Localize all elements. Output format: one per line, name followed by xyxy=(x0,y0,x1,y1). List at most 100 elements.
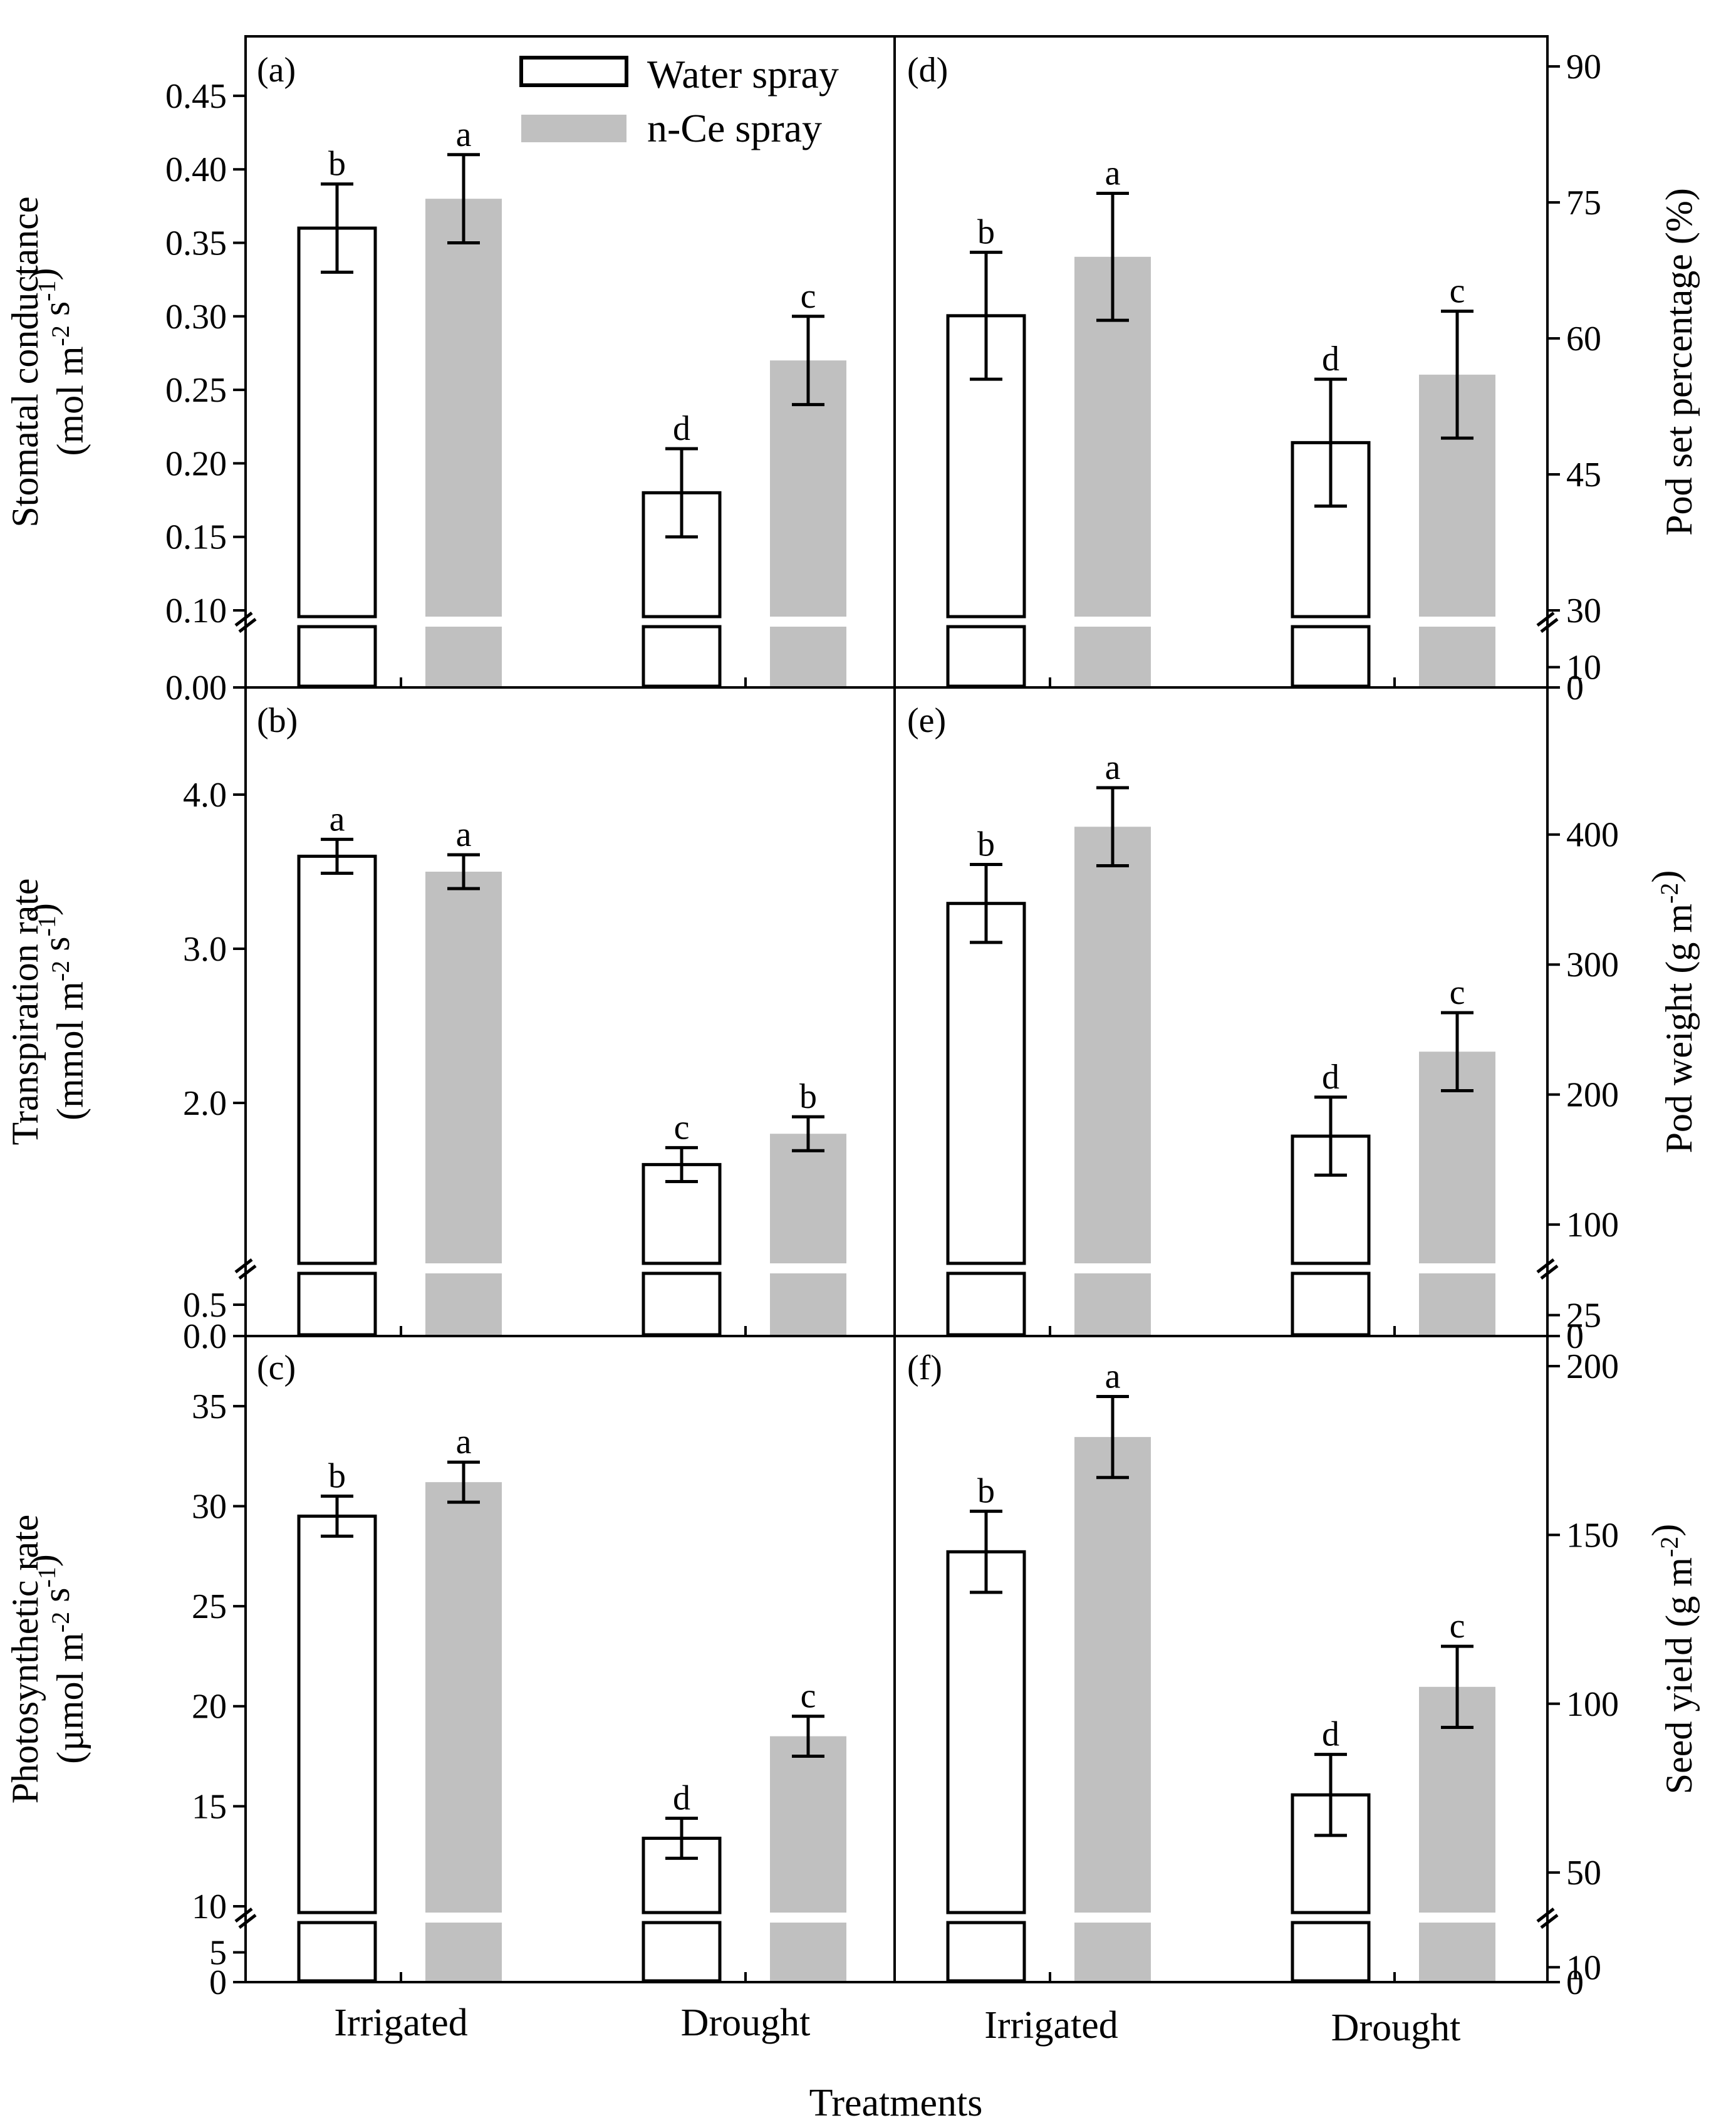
bar xyxy=(770,1736,846,1913)
y-axis-title: Pod weight (g m-2) xyxy=(1645,870,1700,1154)
y-tick-label: 0.40 xyxy=(165,150,227,189)
y-tick-label: 100 xyxy=(1566,1685,1619,1724)
axis-break-mark xyxy=(234,1258,253,1273)
panel-e: 400 300 200 100 250 Pod weight (g m-2) b d a c xyxy=(893,686,1700,1356)
y-tick-label: 0 xyxy=(209,1963,227,2002)
x-category-drought-right: Drought xyxy=(1331,2007,1461,2049)
bar-stub xyxy=(425,1273,502,1335)
y-axis-title: Seed yield (g m-2) xyxy=(1645,1524,1700,1795)
y-tick-label: 0.20 xyxy=(165,444,227,483)
bar-stub xyxy=(1291,1921,1371,1983)
bar-stub xyxy=(425,1923,502,1981)
y-tick-label: 0.45 xyxy=(165,77,227,116)
bar-stub xyxy=(946,1271,1026,1337)
panel-d: 90 75 60 45 30 100 Pod set percentage (%) b d a c xyxy=(893,35,1700,707)
y-axis-title: Pod set percentage (%) xyxy=(1658,188,1700,536)
panel-c: 35 30 25 20 15 10 50 Photosynthetic rate (µmol m… xyxy=(4,1335,896,2002)
x-axis-title: Treatments xyxy=(809,2082,983,2124)
bar xyxy=(1074,1437,1151,1913)
y-tick-label: 5 xyxy=(209,1934,227,1973)
x-category-irrigated-left: Irrigated xyxy=(334,2002,467,2044)
bar xyxy=(770,1134,846,1263)
bar-stub xyxy=(642,1271,722,1337)
bar-stub xyxy=(770,1273,846,1335)
significance-letter: d xyxy=(1322,1715,1339,1754)
panel-f: 200 150 100 50 100 Seed yield (g m-2) b d a c xyxy=(893,1335,1700,2002)
bar-stub xyxy=(1074,627,1151,686)
significance-letter: c xyxy=(1450,272,1465,311)
bar-stub xyxy=(946,1921,1026,1983)
bar-stub xyxy=(425,627,502,686)
axis-break-mark xyxy=(1536,612,1555,627)
y-tick-label: 100 xyxy=(1566,1206,1619,1245)
axis-break-mark xyxy=(234,612,253,627)
legend-swatch-nce xyxy=(521,115,626,142)
y-tick-label: 0.10 xyxy=(165,592,227,630)
panel-frame xyxy=(893,1335,1549,1983)
y-tick-label: 0.35 xyxy=(165,224,227,263)
y-axis-title: Transpiration rate xyxy=(4,878,46,1145)
y-tick-label: 30 xyxy=(192,1487,227,1526)
bar-stub xyxy=(946,625,1026,688)
y-tick-label: 400 xyxy=(1566,816,1619,855)
panel-label-a: (a) xyxy=(257,51,296,90)
significance-letter: c xyxy=(801,1677,816,1716)
axis-break-mark xyxy=(1536,1908,1555,1923)
panel-label-d: (d) xyxy=(907,51,948,90)
y-tick-label: 3.0 xyxy=(183,930,227,969)
bar-stub xyxy=(1419,1273,1495,1335)
axis-break-mark xyxy=(1540,1265,1559,1280)
y-tick-label: 2.0 xyxy=(183,1084,227,1123)
panel-label-c: (c) xyxy=(257,1349,296,1387)
y-tick-label: 25 xyxy=(192,1587,227,1626)
legend-swatch-water xyxy=(519,56,628,87)
y-tick-label: 90 xyxy=(1566,48,1601,86)
y-tick-label: 300 xyxy=(1566,946,1619,984)
bar-stub xyxy=(642,1921,722,1983)
bar-stub xyxy=(642,625,722,688)
significance-letter: a xyxy=(456,1423,472,1461)
y-tick-label: 0 xyxy=(1566,1963,1584,2002)
panel-b: 4.0 3.0 2.0 0.50.0 Transpiration rate (mmol m… xyxy=(4,686,896,1356)
bar xyxy=(297,1514,377,1914)
x-category-drought-left: Drought xyxy=(681,2002,811,2044)
panel-label-b: (b) xyxy=(257,701,298,740)
significance-letter: a xyxy=(1105,154,1121,193)
bar-stub xyxy=(1291,625,1371,688)
panel-label-f: (f) xyxy=(907,1349,942,1387)
bar-stub xyxy=(1074,1273,1151,1335)
significance-letter: d xyxy=(1322,340,1339,379)
bar-stub xyxy=(770,627,846,686)
significance-letter: c xyxy=(1450,973,1465,1012)
bar xyxy=(425,872,502,1263)
bar xyxy=(1074,827,1151,1263)
y-tick-label: 60 xyxy=(1566,320,1601,358)
y-axis-title: Stomatal conductance xyxy=(4,196,46,527)
bar xyxy=(425,1482,502,1913)
y-tick-label: 20 xyxy=(192,1688,227,1726)
significance-letter: d xyxy=(673,1779,690,1818)
y-tick-label: 0.30 xyxy=(165,298,227,337)
significance-letter: b xyxy=(977,825,995,864)
axis-break-mark xyxy=(1536,1258,1555,1273)
y-tick-label: 45 xyxy=(1566,456,1601,494)
y-tick-label: 0.0 xyxy=(183,1317,227,1356)
axes-layer: 0.450.400.350.300.250.200.150.100.00Stom… xyxy=(4,35,1700,2002)
bar-stub xyxy=(770,1923,846,1981)
legend-label-water: Water spray xyxy=(647,52,839,97)
x-category-irrigated-right: Irrigated xyxy=(984,2004,1118,2047)
significance-letter: b xyxy=(328,145,346,184)
y-tick-label: 25 xyxy=(1566,1297,1601,1335)
significance-letter: d xyxy=(1322,1058,1339,1097)
bar-stub xyxy=(1291,1271,1371,1337)
y-tick-label: 50 xyxy=(1566,1854,1601,1893)
y-axis-title: (mol m-2 s-1) xyxy=(22,268,91,456)
y-axis-title: (mmol m-2 s-1) xyxy=(22,903,91,1120)
bar-stub xyxy=(297,1921,377,1983)
y-tick-label: 0 xyxy=(1566,1317,1584,1356)
significance-letter: a xyxy=(330,800,345,838)
bar xyxy=(425,199,502,617)
y-tick-label: 200 xyxy=(1566,1076,1619,1115)
y-tick-label: 15 xyxy=(192,1787,227,1826)
